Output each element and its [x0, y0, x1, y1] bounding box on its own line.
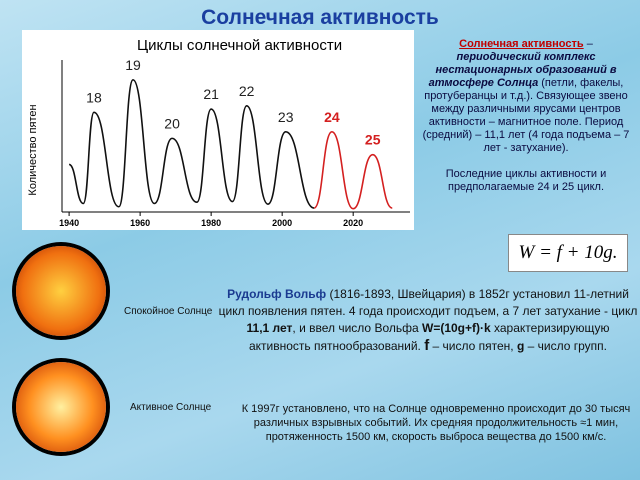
definition: Солнечная активность – периодический ком… [418, 38, 634, 194]
dash: – [583, 38, 593, 50]
term: Солнечная активность [459, 38, 584, 50]
wolf-text: Рудольф Вольф (1816-1893, Швейцария) в 1… [218, 286, 638, 355]
text: (1816-1893, Швейцария) в 1852г установил… [218, 287, 638, 318]
series-line [68, 78, 315, 209]
active-sun-image [16, 362, 106, 452]
flares-text: К 1997г установлено, что на Солнце однов… [241, 403, 631, 443]
text: , и ввел число Вольфа [292, 321, 422, 335]
quiet-sun-label: Спокойное Солнце [124, 306, 213, 317]
quiet-sun-image [16, 246, 106, 336]
formula: W = f + 10g. [508, 234, 628, 272]
text: f [424, 337, 430, 354]
text: 11,1 лет [246, 321, 293, 335]
cycle-label: 25 [365, 132, 381, 148]
text: g [516, 339, 525, 353]
body: периодический комплекс нестационарных об… [428, 51, 617, 89]
x-tick-label: 2000 [272, 218, 292, 228]
cycle-label: 23 [278, 109, 294, 125]
text: W=(10g+f)·k [422, 321, 491, 335]
x-tick-label: 2020 [343, 218, 363, 228]
chart: Циклы солнечной активности Количество пя… [22, 30, 414, 230]
cycle-label: 20 [164, 115, 180, 131]
wolf-name: Рудольф Вольф [227, 287, 327, 301]
cycle-label: 24 [324, 109, 340, 125]
x-tick-label: 1940 [59, 218, 79, 228]
cycle-label: 18 [86, 89, 102, 105]
last-cycles: Последние циклы активности и предполагае… [445, 168, 607, 193]
x-tick-label: 1960 [130, 218, 150, 228]
series-line [313, 131, 393, 210]
x-tick-label: 1980 [201, 218, 221, 228]
text: – число групп. [524, 339, 608, 353]
cycle-label: 21 [203, 86, 219, 102]
text: – число пятен, [429, 339, 517, 353]
tail: (петли, факелы, протуберанцы и т.д.). Св… [422, 77, 630, 154]
chart-title: Циклы солнечной активности [137, 37, 342, 54]
title: Солнечная активность [201, 6, 439, 29]
active-sun-label: Активное Солнце [130, 402, 212, 413]
cycle-label: 22 [239, 83, 255, 99]
y-label: Количество пятен [27, 104, 39, 195]
text: характеризирующую активность пятнообразо… [248, 321, 610, 353]
cycle-label: 19 [125, 57, 141, 73]
